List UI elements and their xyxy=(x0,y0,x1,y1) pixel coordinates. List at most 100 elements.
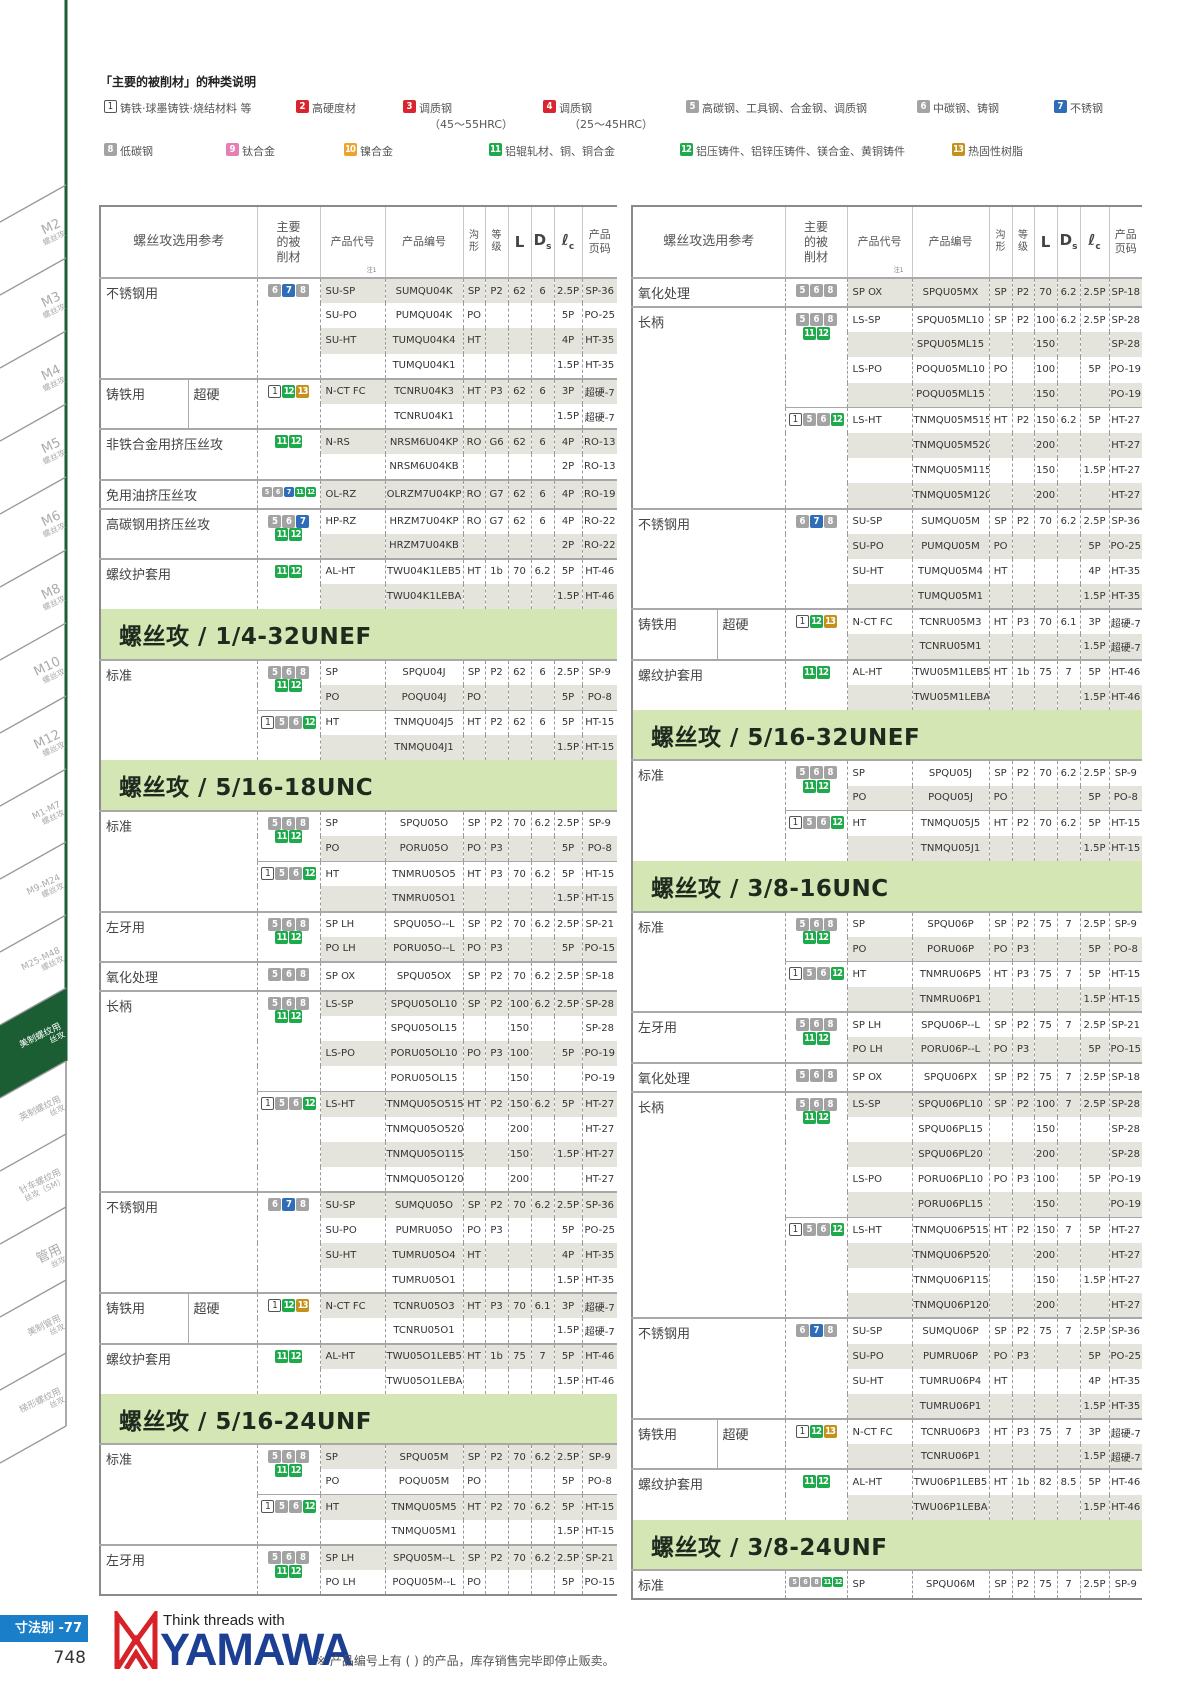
product-page[interactable]: SP-18 xyxy=(1108,1061,1143,1092)
product-page[interactable]: 超硬-7 xyxy=(581,377,618,404)
product-page[interactable]: HT-15 xyxy=(1108,961,1143,988)
product-number[interactable]: TUMQU05M4 xyxy=(911,558,990,585)
product-page[interactable]: PO-25 xyxy=(581,1217,618,1243)
product-page[interactable]: HT-35 xyxy=(1108,1368,1143,1394)
product-number[interactable]: TNMQU05J5 xyxy=(911,810,990,836)
product-number[interactable]: TCNRU05O1 xyxy=(384,1318,464,1344)
product-page[interactable]: SP-21 xyxy=(581,1544,618,1571)
product-number[interactable]: TNMQU06P515 xyxy=(911,1217,990,1243)
product-page[interactable]: HT-15 xyxy=(581,860,618,887)
product-page[interactable]: SP-28 xyxy=(1108,1142,1143,1168)
product-number[interactable]: PORU06P xyxy=(911,936,990,962)
product-page[interactable]: RO-13 xyxy=(581,454,618,480)
product-page[interactable]: HT-35 xyxy=(1108,1393,1143,1420)
product-number[interactable]: TCNRU05M3 xyxy=(911,608,990,635)
product-page[interactable]: HT-15 xyxy=(1108,810,1143,836)
product-number[interactable]: SPQU05MX xyxy=(911,277,990,307)
product-number[interactable]: TCNRU05O3 xyxy=(384,1292,464,1319)
product-page[interactable]: SP-36 xyxy=(1108,507,1143,534)
product-page[interactable]: HT-46 xyxy=(581,584,618,610)
product-number[interactable]: PORU05O--L xyxy=(384,936,464,962)
product-page[interactable]: HT-15 xyxy=(581,886,618,912)
product-page[interactable]: PO-25 xyxy=(1108,533,1143,559)
product-number[interactable]: TNMQU06P115 xyxy=(911,1267,990,1294)
product-page[interactable]: SP-18 xyxy=(1108,277,1143,307)
product-page[interactable]: SP-36 xyxy=(1108,1317,1143,1344)
product-page[interactable]: PO-15 xyxy=(581,936,618,962)
product-page[interactable]: HT-15 xyxy=(581,1494,618,1520)
product-number[interactable]: TNMQU05M5 xyxy=(384,1494,464,1520)
product-number[interactable]: TNMRU06P5 xyxy=(911,961,990,988)
product-number[interactable]: PORU05OL15 xyxy=(384,1066,464,1092)
product-number[interactable]: SPQU05OL15 xyxy=(384,1016,464,1042)
product-page[interactable]: SP-9 xyxy=(1108,910,1143,937)
product-page[interactable]: PO-25 xyxy=(581,303,618,329)
product-page[interactable]: PO-15 xyxy=(581,1570,618,1596)
product-number[interactable]: TNMRU05O1 xyxy=(384,886,464,912)
product-number[interactable]: PORU05O xyxy=(384,835,464,862)
product-page[interactable]: RO-13 xyxy=(581,428,618,455)
product-number[interactable]: NRSM6U04KB xyxy=(384,454,464,480)
product-page[interactable]: 超硬-7 xyxy=(1108,634,1143,660)
product-number[interactable]: SPQU06PL10 xyxy=(911,1090,990,1117)
product-page[interactable]: 超硬-7 xyxy=(1108,1418,1143,1445)
product-number[interactable]: PUMQU05M xyxy=(911,533,990,559)
product-number[interactable]: NRSM6U04KP xyxy=(384,428,464,455)
product-number[interactable]: SPQU04J xyxy=(384,658,464,685)
product-page[interactable]: HT-35 xyxy=(1108,558,1143,585)
product-number[interactable]: POQU05J xyxy=(911,785,990,811)
product-number[interactable]: TNMQU06P520 xyxy=(911,1242,990,1268)
product-number[interactable]: TCNRU04K3 xyxy=(384,377,464,404)
product-page[interactable]: HT-15 xyxy=(1108,835,1143,862)
product-number[interactable]: TWU05O1LEB5 xyxy=(384,1342,464,1369)
product-number[interactable]: TWU06P1LEBA xyxy=(911,1494,990,1520)
product-number[interactable]: TNMQU05M1 xyxy=(384,1519,464,1546)
product-page[interactable]: SP-28 xyxy=(581,989,618,1017)
product-page[interactable]: HT-27 xyxy=(1108,432,1143,459)
product-page[interactable]: HT-27 xyxy=(1108,1293,1143,1319)
product-number[interactable]: PUMRU05O xyxy=(384,1217,464,1243)
product-page[interactable]: SP-9 xyxy=(581,809,618,836)
product-number[interactable]: HRZM7U04KP xyxy=(384,507,464,534)
product-number[interactable]: SPQU05M--L xyxy=(384,1544,464,1571)
product-page[interactable]: PO-8 xyxy=(1108,785,1143,811)
product-number[interactable]: TNMQU04J1 xyxy=(384,735,464,761)
product-number[interactable]: TWU04K1LEBA xyxy=(384,584,464,610)
product-page[interactable]: HT-27 xyxy=(581,1091,618,1117)
product-page[interactable]: HT-35 xyxy=(1108,584,1143,610)
product-page[interactable]: PO-25 xyxy=(1108,1343,1143,1369)
product-page[interactable]: 超硬-7 xyxy=(581,1318,618,1344)
product-page[interactable]: SP-36 xyxy=(581,1191,618,1218)
product-page[interactable]: SP-9 xyxy=(581,658,618,685)
product-number[interactable]: SPQU05O--L xyxy=(384,910,464,937)
product-number[interactable]: TNMQU05M120 xyxy=(911,483,990,509)
product-page[interactable]: PO-19 xyxy=(581,1041,618,1067)
product-number[interactable]: PORU06PL10 xyxy=(911,1167,990,1193)
product-number[interactable]: SPQU06P xyxy=(911,910,990,937)
product-page[interactable]: SP-36 xyxy=(581,276,618,304)
product-page[interactable]: SP-28 xyxy=(1108,1090,1143,1117)
product-page[interactable]: HT-27 xyxy=(1108,407,1143,433)
product-number[interactable]: SUMQU05M xyxy=(911,507,990,534)
product-number[interactable]: SPQU05J xyxy=(911,759,990,786)
product-page[interactable]: SP-9 xyxy=(581,1443,618,1470)
product-number[interactable]: TUMRU05O1 xyxy=(384,1267,464,1294)
product-number[interactable]: POQU05ML10 xyxy=(911,357,990,383)
product-page[interactable]: HT-46 xyxy=(1108,684,1143,710)
product-number[interactable]: TNMQU04J5 xyxy=(384,709,464,736)
product-page[interactable]: HT-27 xyxy=(1108,1267,1143,1294)
product-number[interactable]: TUMQU05M1 xyxy=(911,584,990,610)
product-number[interactable]: TNMQU05O515 xyxy=(384,1091,464,1117)
product-page[interactable]: PO-8 xyxy=(581,835,618,862)
product-number[interactable]: TCNRU05M1 xyxy=(911,634,990,660)
product-number[interactable]: PUMRU06P xyxy=(911,1343,990,1369)
product-number[interactable]: POQU05ML15 xyxy=(911,382,990,408)
product-page[interactable]: HT-27 xyxy=(581,1142,618,1168)
product-number[interactable]: TCNRU06P1 xyxy=(911,1444,990,1470)
product-page[interactable]: PO-19 xyxy=(581,1066,618,1092)
product-number[interactable]: TNMRU05O5 xyxy=(384,860,464,887)
product-page[interactable]: HT-15 xyxy=(581,709,618,736)
product-page[interactable]: PO-8 xyxy=(581,684,618,711)
product-number[interactable]: SPQU05M xyxy=(384,1443,464,1470)
product-page[interactable]: SP-21 xyxy=(1108,1011,1143,1038)
